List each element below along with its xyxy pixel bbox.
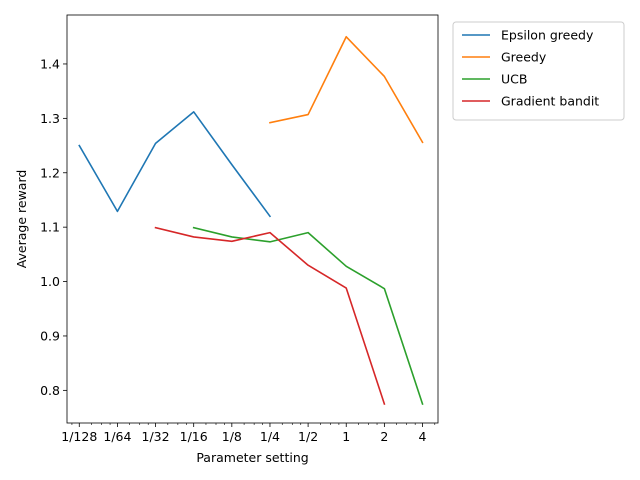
y-tick-label: 0.9 (40, 328, 60, 343)
series-line-2 (192, 226, 424, 405)
x-axis: 1/128 1/64 1/32 1/16 1/8 1/4 1/2 1 2 4 (61, 423, 436, 444)
x-tick-label: 1/64 (103, 429, 131, 444)
plot-frame (66, 14, 439, 424)
y-tick-label: 1.4 (40, 56, 60, 71)
x-tick-label: 4 (419, 429, 427, 444)
legend-box (452, 21, 625, 121)
y-tick-label: 0.8 (40, 383, 60, 398)
legend: Epsilon greedy Greedy UCB Gradient bandit (452, 21, 625, 121)
legend-label-0: Epsilon greedy (501, 28, 594, 43)
series-layer (78, 35, 424, 405)
series-line-1 (269, 35, 424, 144)
legend-label-2: UCB (501, 72, 527, 87)
legend-label-1: Greedy (501, 50, 547, 65)
x-tick-label: 2 (380, 429, 388, 444)
x-tick-label: 1/128 (61, 429, 97, 444)
series-line-3 (154, 226, 386, 405)
x-tick-label: 1/8 (222, 429, 242, 444)
y-tick-label: 1.0 (40, 274, 60, 289)
y-tick-label: 1.2 (40, 165, 60, 180)
x-tick-label: 1/16 (180, 429, 208, 444)
x-tick-label: 1/2 (298, 429, 318, 444)
y-axis-label: Average reward (14, 170, 29, 269)
x-tick-label: 1/4 (260, 429, 280, 444)
y-axis: 0.8 0.9 1.0 1.1 1.2 1.3 1.4 (40, 56, 67, 398)
y-tick-label: 1.3 (40, 111, 60, 126)
x-axis-label: Parameter setting (196, 450, 308, 465)
y-tick-label: 1.1 (40, 220, 60, 235)
x-tick-label: 1 (342, 429, 350, 444)
series-line-0 (78, 111, 272, 218)
x-tick-label: 1/32 (142, 429, 170, 444)
legend-label-3: Gradient bandit (501, 94, 599, 109)
